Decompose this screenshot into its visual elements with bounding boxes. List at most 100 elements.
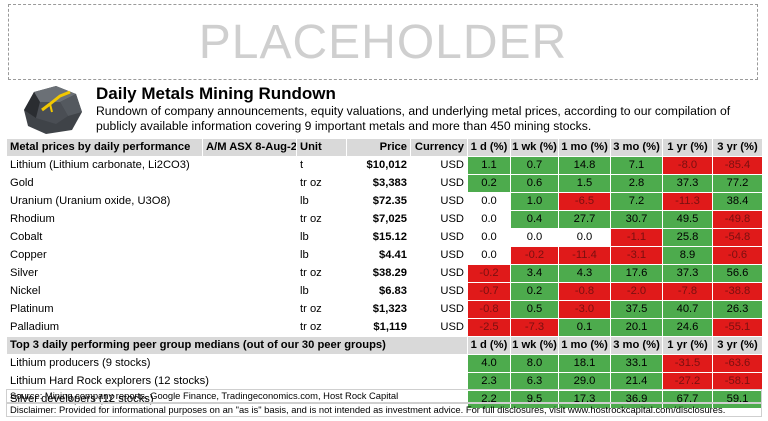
change-cell: 18.1 <box>558 354 611 373</box>
change-cell: -0.2 <box>467 264 511 283</box>
change-cell: 0.0 <box>510 228 559 247</box>
change-cell: 38.4 <box>712 192 763 211</box>
change-cell: -55.1 <box>712 318 763 337</box>
metal-name: Lithium (Lithium carbonate, Li2CO3) <box>6 156 297 175</box>
header-cell: A/M ASX 8-Aug-2025 <box>202 138 297 157</box>
metal-unit: tr oz <box>296 300 347 319</box>
change-cell: 37.5 <box>610 300 663 319</box>
metal-name: Cobalt <box>6 228 297 247</box>
change-cell: -7.3 <box>510 318 559 337</box>
metal-row: Cobalt lb $15.12 USD 0.0 0.0 0.0 -1.1 25.8 -54.8 <box>6 228 763 247</box>
change-cell: 0.0 <box>467 246 511 265</box>
change-cell: -0.8 <box>558 282 611 301</box>
header-cell: 1 d (%) <box>467 336 511 355</box>
peer-name: Lithium Hard Rock explorers (12 stocks) <box>6 372 468 391</box>
metal-price: $3,383 <box>346 174 411 193</box>
metal-row: Uranium (Uranium oxide, U3O8) lb $72.35 USD… <box>6 192 763 211</box>
metal-row: Nickel lb $6.83 USD -0.7 0.2 -0.8 -2.0 -7.8 -38.8 <box>6 282 763 301</box>
rock-logo-icon <box>24 86 82 134</box>
header-cell: Price <box>346 138 411 157</box>
change-cell: -6.5 <box>558 192 611 211</box>
header-cell: 1 yr (%) <box>662 138 713 157</box>
change-cell: 49.5 <box>662 210 713 229</box>
metal-row: Copper lb $4.41 USD 0.0 -0.2 -11.4 -3.1 8.9 -0.6 <box>6 246 763 265</box>
metal-row: Lithium (Lithium carbonate, Li2CO3) t $10,… <box>6 156 763 175</box>
change-cell: -3.0 <box>558 300 611 319</box>
change-cell: -7.8 <box>662 282 713 301</box>
change-cell: -2.5 <box>467 318 511 337</box>
change-cell: 26.3 <box>712 300 763 319</box>
change-cell: 0.2 <box>510 282 559 301</box>
change-cell: -11.4 <box>558 246 611 265</box>
change-cell: -3.1 <box>610 246 663 265</box>
metal-price: $4.41 <box>346 246 411 265</box>
metal-currency: USD <box>410 192 468 211</box>
change-cell: -1.1 <box>610 228 663 247</box>
metal-row: Rhodium tr oz $7,025 USD 0.0 0.4 27.7 30.7 49.5-… <box>6 210 763 229</box>
change-cell: 0.0 <box>467 192 511 211</box>
change-cell: -58.1 <box>712 372 763 391</box>
metal-name: Palladium <box>6 318 297 337</box>
change-cell: 17.3 <box>558 390 611 409</box>
metal-currency: USD <box>410 246 468 265</box>
change-cell: 0.6 <box>510 174 559 193</box>
change-cell: 0.2 <box>467 174 511 193</box>
header-cell: 1 mo (%) <box>558 336 611 355</box>
header-cell: 3 yr (%) <box>712 138 763 157</box>
change-cell: -49.8 <box>712 210 763 229</box>
metal-row: Gold tr oz $3,383 USD 0.2 0.6 1.5 2.8 37.3 77.2 <box>6 174 763 193</box>
header-cell: Currency <box>410 138 468 157</box>
header-cell: Metal prices by daily performance <box>6 138 203 157</box>
metal-price: $6.83 <box>346 282 411 301</box>
change-cell: 3.4 <box>510 264 559 283</box>
peer-header-row: Top 3 daily performing peer group median… <box>6 336 763 355</box>
metal-price: $7,025 <box>346 210 411 229</box>
change-cell: 4.3 <box>558 264 611 283</box>
change-cell: 2.2 <box>467 390 511 409</box>
metal-unit: tr oz <box>296 174 347 193</box>
metal-unit: tr oz <box>296 264 347 283</box>
header-cell: 3 mo (%) <box>610 138 663 157</box>
change-cell: -0.6 <box>712 246 763 265</box>
change-cell: 40.7 <box>662 300 713 319</box>
change-cell: -54.8 <box>712 228 763 247</box>
change-cell: 77.2 <box>712 174 763 193</box>
placeholder-banner: PLACEHOLDER <box>8 4 758 80</box>
header-cell: Top 3 daily performing peer group median… <box>6 336 468 355</box>
change-cell: -27.2 <box>662 372 713 391</box>
change-cell: 0.0 <box>467 210 511 229</box>
metal-name: Uranium (Uranium oxide, U3O8) <box>6 192 297 211</box>
change-cell: 17.6 <box>610 264 663 283</box>
change-cell: 2.8 <box>610 174 663 193</box>
change-cell: -11.3 <box>662 192 713 211</box>
change-cell: 37.3 <box>662 174 713 193</box>
change-cell: 7.2 <box>610 192 663 211</box>
change-cell: 29.0 <box>558 372 611 391</box>
change-cell: -38.8 <box>712 282 763 301</box>
change-cell: 21.4 <box>610 372 663 391</box>
metal-currency: USD <box>410 228 468 247</box>
change-cell: -63.6 <box>712 354 763 373</box>
metal-currency: USD <box>410 282 468 301</box>
change-cell: -8.0 <box>662 156 713 175</box>
metal-name: Gold <box>6 174 297 193</box>
change-cell: 9.5 <box>510 390 559 409</box>
page-title: Daily Metals Mining Rundown <box>96 84 336 103</box>
metal-name: Silver <box>6 264 297 283</box>
change-cell: -2.0 <box>610 282 663 301</box>
change-cell: 33.1 <box>610 354 663 373</box>
placeholder-text: PLACEHOLDER <box>198 16 568 69</box>
metal-currency: USD <box>410 264 468 283</box>
change-cell: 1.5 <box>558 174 611 193</box>
header-cell: 3 mo (%) <box>610 336 663 355</box>
change-cell: 14.8 <box>558 156 611 175</box>
metal-price: $1,323 <box>346 300 411 319</box>
metal-name: Rhodium <box>6 210 297 229</box>
change-cell: 4.0 <box>467 354 511 373</box>
metal-row: Palladium tr oz $1,119 USD -2.5 -7.3 0.1 20.1 24… <box>6 318 763 337</box>
header-cell: 1 wk (%) <box>510 336 559 355</box>
peer-name: Lithium producers (9 stocks) <box>6 354 468 373</box>
header-cell: 3 yr (%) <box>712 336 763 355</box>
metal-name: Platinum <box>6 300 297 319</box>
change-cell: 0.5 <box>510 300 559 319</box>
